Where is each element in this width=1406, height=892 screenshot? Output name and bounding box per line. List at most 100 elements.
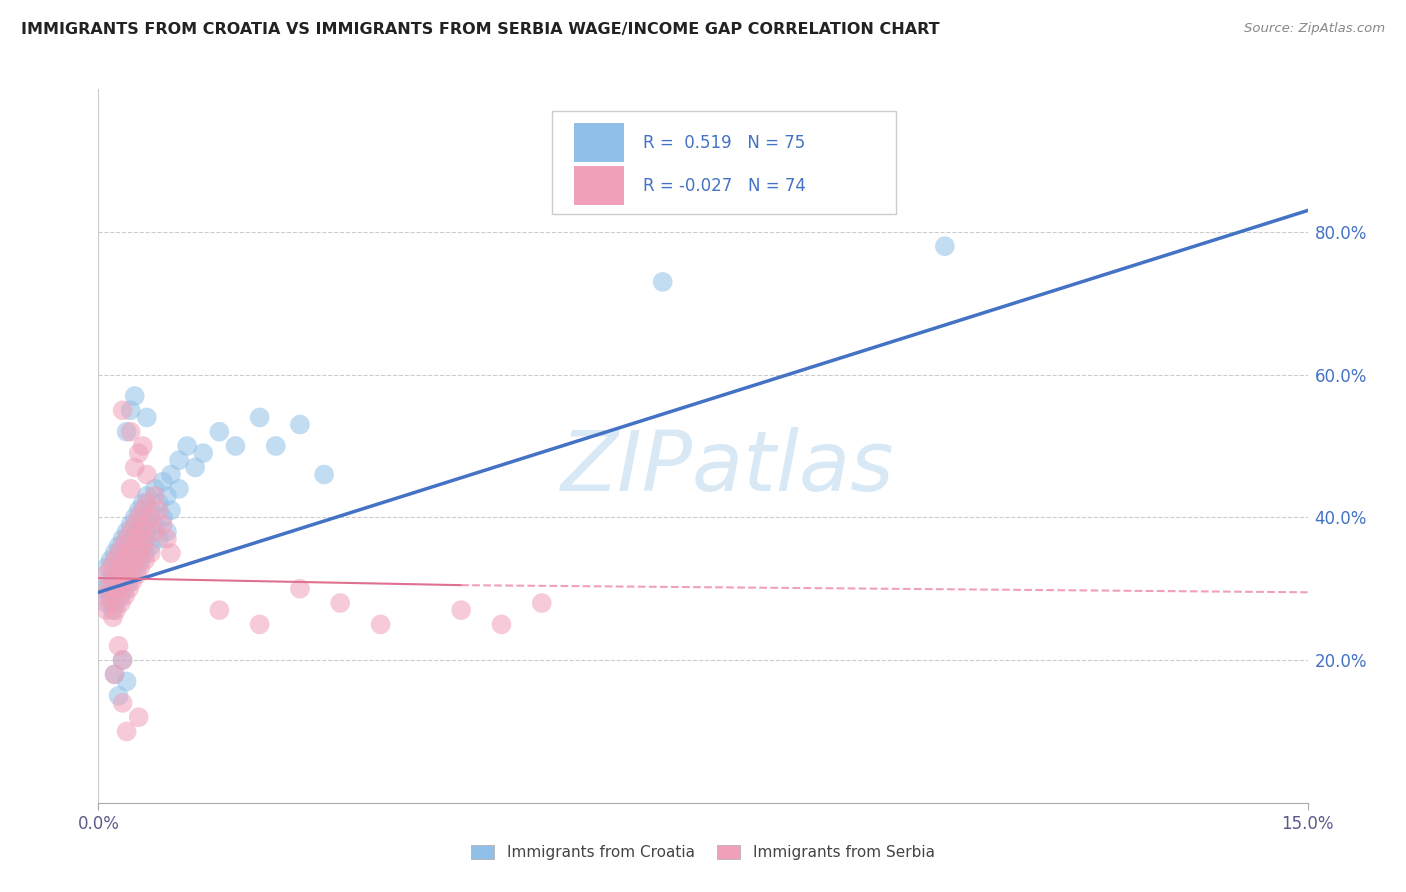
Point	[105, 596, 128, 610]
Text: ZIPatlas: ZIPatlas	[561, 427, 894, 508]
Point	[107, 539, 129, 553]
Point	[111, 532, 134, 546]
Point	[143, 517, 166, 532]
Point	[152, 510, 174, 524]
Point	[314, 467, 336, 482]
Point	[101, 603, 124, 617]
Point	[156, 489, 179, 503]
Point	[100, 560, 122, 574]
Point	[120, 425, 142, 439]
Point	[107, 639, 129, 653]
Point	[152, 517, 174, 532]
Point	[128, 710, 150, 724]
Point	[491, 617, 513, 632]
Point	[111, 653, 134, 667]
Point	[156, 524, 179, 539]
Point	[96, 567, 118, 582]
Point	[129, 553, 152, 567]
Point	[127, 567, 149, 582]
Point	[105, 560, 128, 574]
Point	[139, 510, 162, 524]
Legend: Immigrants from Croatia, Immigrants from Serbia: Immigrants from Croatia, Immigrants from…	[465, 839, 941, 866]
Point	[148, 503, 170, 517]
Point	[132, 496, 155, 510]
Point	[135, 489, 157, 503]
Point	[139, 539, 162, 553]
Point	[124, 389, 146, 403]
Point	[110, 560, 132, 574]
Point	[135, 496, 157, 510]
Point	[121, 567, 143, 582]
Point	[94, 589, 117, 603]
Point	[148, 532, 170, 546]
Point	[97, 574, 120, 589]
Point	[120, 560, 142, 574]
Point	[224, 439, 246, 453]
Point	[96, 603, 118, 617]
Point	[110, 596, 132, 610]
Point	[193, 446, 215, 460]
Point	[135, 410, 157, 425]
Point	[115, 567, 138, 582]
Point	[129, 524, 152, 539]
Point	[139, 546, 162, 560]
Point	[128, 546, 150, 560]
Point	[120, 482, 142, 496]
Point	[127, 532, 149, 546]
Text: IMMIGRANTS FROM CROATIA VS IMMIGRANTS FROM SERBIA WAGE/INCOME GAP CORRELATION CH: IMMIGRANTS FROM CROATIA VS IMMIGRANTS FR…	[21, 22, 939, 37]
Point	[208, 603, 231, 617]
Point	[129, 517, 152, 532]
Point	[135, 532, 157, 546]
Point	[118, 574, 141, 589]
Point	[128, 446, 150, 460]
Point	[160, 546, 183, 560]
Point	[651, 275, 673, 289]
Point	[100, 589, 122, 603]
Point	[111, 653, 134, 667]
Point	[450, 603, 472, 617]
Point	[160, 503, 183, 517]
Point	[288, 417, 311, 432]
Point	[111, 574, 134, 589]
FancyBboxPatch shape	[574, 166, 624, 205]
Point	[103, 582, 125, 596]
Point	[134, 517, 156, 532]
Point	[124, 460, 146, 475]
Text: Source: ZipAtlas.com: Source: ZipAtlas.com	[1244, 22, 1385, 36]
Point	[128, 539, 150, 553]
Point	[115, 425, 138, 439]
Point	[143, 489, 166, 503]
Point	[127, 560, 149, 574]
Point	[105, 567, 128, 582]
Point	[115, 560, 138, 574]
Point	[107, 582, 129, 596]
Point	[107, 689, 129, 703]
Text: R = -0.027   N = 74: R = -0.027 N = 74	[643, 177, 806, 194]
Point	[128, 503, 150, 517]
Point	[160, 467, 183, 482]
Point	[120, 517, 142, 532]
Point	[103, 667, 125, 681]
Point	[114, 582, 136, 596]
Point	[101, 567, 124, 582]
Point	[134, 510, 156, 524]
Point	[121, 532, 143, 546]
Point	[115, 524, 138, 539]
Point	[249, 410, 271, 425]
Point	[135, 524, 157, 539]
Point	[96, 596, 118, 610]
Point	[127, 524, 149, 539]
Point	[118, 539, 141, 553]
Point	[100, 596, 122, 610]
Point	[135, 467, 157, 482]
Point	[94, 582, 117, 596]
Point	[120, 403, 142, 417]
Point	[124, 517, 146, 532]
Point	[124, 553, 146, 567]
Point	[111, 696, 134, 710]
Point	[103, 546, 125, 560]
Point	[103, 553, 125, 567]
Point	[176, 439, 198, 453]
Point	[96, 560, 118, 574]
Point	[167, 453, 190, 467]
